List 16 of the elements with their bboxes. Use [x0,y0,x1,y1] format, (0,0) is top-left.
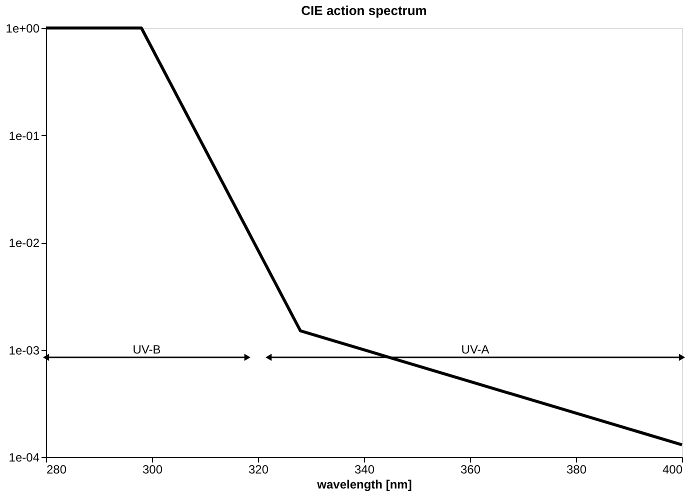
x-tick-label: 300 [142,462,163,476]
x-tick-label: 360 [460,462,481,476]
y-tick-label: 1e-02 [8,236,40,250]
y-tick-label: 1e-01 [8,128,40,143]
y-tick-label: 1e-03 [8,343,40,358]
x-tick-label: 280 [46,462,67,476]
y-tick-label: 1e-04 [8,450,40,464]
x-tick-label: 320 [248,462,269,476]
x-axis-title: wavelength [nm] [316,478,412,492]
x-tick-label: 400 [662,462,683,476]
x-tick-label: 380 [566,462,587,476]
y-tick-label: 1e+00 [6,22,40,36]
series-label: UV-A [461,342,490,356]
x-tick-label: 340 [354,462,375,476]
chart-title: CIE action spectrum [301,3,427,18]
series-label: UV-B [132,342,161,356]
